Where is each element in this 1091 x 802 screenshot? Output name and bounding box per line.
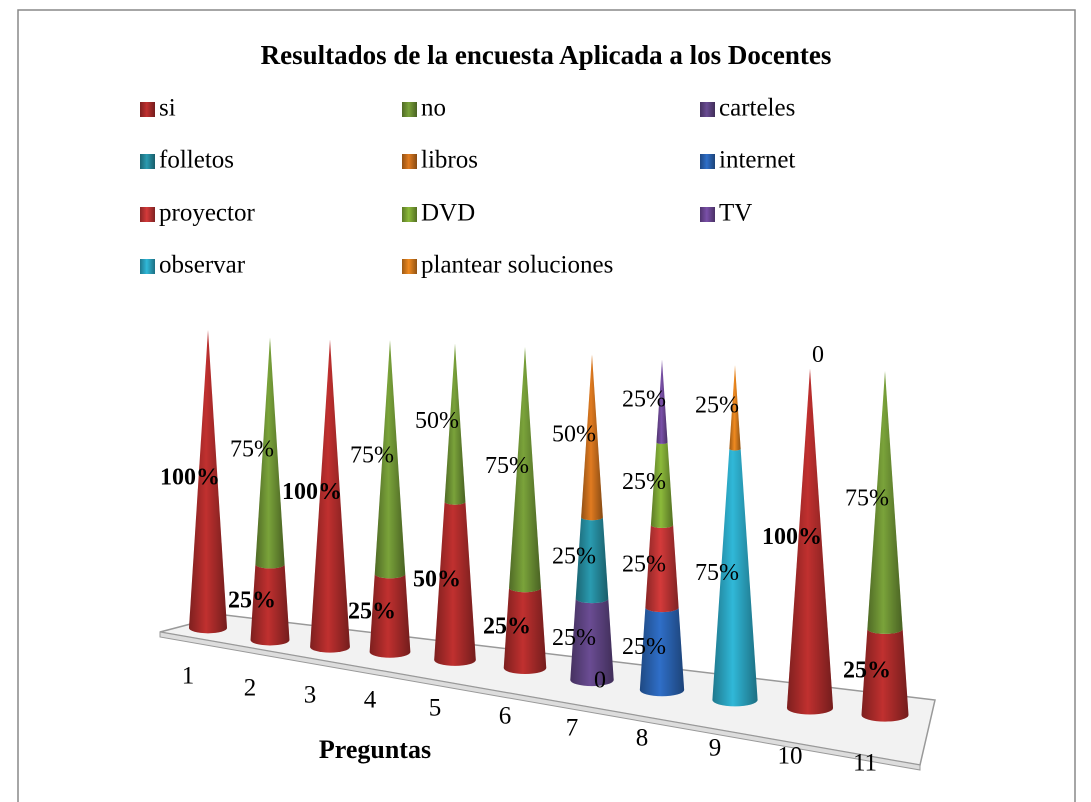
legend-swatch-shade xyxy=(402,259,417,274)
data-label: 25% xyxy=(695,393,739,419)
x-axis-title: Preguntas xyxy=(319,735,431,764)
legend-label: libros xyxy=(421,147,478,174)
legend-label: carteles xyxy=(719,95,795,122)
cone-shade xyxy=(645,524,679,613)
cone-shade xyxy=(250,564,290,646)
data-label: 100% xyxy=(282,479,342,505)
data-label: 75% xyxy=(485,453,529,479)
legend-label: internet xyxy=(719,147,795,174)
cone-shade xyxy=(639,607,685,697)
cone-shade xyxy=(255,337,285,569)
legend-label: proyector xyxy=(159,200,255,227)
cone-shade xyxy=(434,501,476,666)
legend-swatch-shade xyxy=(140,102,155,117)
cone-shade xyxy=(581,354,603,521)
legend-label: plantear soluciones xyxy=(421,252,613,279)
legend-swatch-shade xyxy=(140,154,155,169)
x-tick-label: 11 xyxy=(853,750,877,777)
data-label: 75% xyxy=(350,443,394,469)
cone-shade xyxy=(729,365,741,451)
data-label: 50% xyxy=(415,408,459,434)
data-label: 25% xyxy=(843,658,891,684)
cone-shade xyxy=(374,340,406,579)
chart-title: Resultados de la encuesta Aplicada a los… xyxy=(261,40,832,70)
data-label: 50% xyxy=(413,566,461,592)
legend-swatch-shade xyxy=(140,259,155,274)
data-label: 75% xyxy=(845,486,889,512)
floor-edge xyxy=(159,631,921,771)
legend-swatch-shade xyxy=(140,207,155,222)
legend-swatch-shade xyxy=(402,102,417,117)
x-tick-label: 1 xyxy=(182,663,195,690)
data-label: 0 xyxy=(594,668,606,694)
x-tick-label: 8 xyxy=(636,725,649,752)
data-label: 100% xyxy=(160,465,220,491)
cone-shade xyxy=(444,343,466,505)
data-label: 100% xyxy=(762,524,822,550)
cone-shade xyxy=(189,330,227,634)
cone-shade xyxy=(712,448,758,707)
cone-shade xyxy=(656,359,668,444)
x-tick-label: 9 xyxy=(709,735,722,762)
data-label: 25% xyxy=(622,469,666,495)
data-label: 25% xyxy=(483,613,531,639)
x-tick-label: 7 xyxy=(566,715,579,742)
data-label: 25% xyxy=(622,387,666,413)
cone-shade xyxy=(867,371,903,634)
cone-shade xyxy=(861,629,909,722)
data-label: 25% xyxy=(622,634,666,660)
data-label: 75% xyxy=(695,560,739,586)
legend-label: observar xyxy=(159,252,246,279)
legend-swatch-shade xyxy=(402,207,417,222)
legend-label: si xyxy=(159,95,176,122)
cone-shade xyxy=(509,347,541,593)
x-tick-label: 4 xyxy=(364,687,377,714)
data-label: 25% xyxy=(348,599,396,625)
cone-shade xyxy=(650,442,674,529)
legend-swatch-shade xyxy=(700,207,715,222)
x-tick-label: 3 xyxy=(304,682,317,709)
legend-label: DVD xyxy=(421,200,475,227)
legend-swatch-shade xyxy=(700,102,715,117)
cone-shade xyxy=(786,368,834,715)
cone-shade xyxy=(570,598,614,687)
legend-swatch-shade xyxy=(402,154,417,169)
x-tick-label: 6 xyxy=(499,703,512,730)
cone-shade xyxy=(575,517,609,604)
legend-label: no xyxy=(421,95,446,122)
data-label: 25% xyxy=(622,552,666,578)
legend-label: folletos xyxy=(159,147,234,174)
data-label: 50% xyxy=(552,421,596,447)
cone-shade xyxy=(503,587,547,674)
x-tick-label: 5 xyxy=(429,695,442,722)
data-label: 25% xyxy=(552,625,596,651)
data-label: 25% xyxy=(552,543,596,569)
legend-swatch-shade xyxy=(700,154,715,169)
x-tick-label: 2 xyxy=(244,675,257,702)
data-label: 75% xyxy=(230,436,274,462)
data-label: 25% xyxy=(228,588,276,614)
data-label: 0 xyxy=(812,342,824,368)
legend-label: TV xyxy=(719,200,752,227)
cone-shade xyxy=(369,574,411,658)
cone-shade xyxy=(310,339,350,653)
x-tick-label: 10 xyxy=(778,743,803,770)
